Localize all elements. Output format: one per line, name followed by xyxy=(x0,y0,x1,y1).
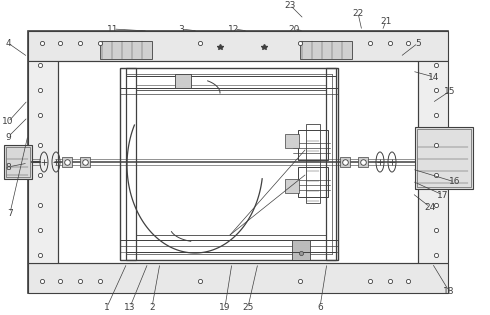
Bar xyxy=(62,157,72,167)
Text: 7: 7 xyxy=(7,209,13,217)
Bar xyxy=(100,41,152,59)
Bar xyxy=(6,147,30,177)
Bar xyxy=(4,145,32,179)
Text: 23: 23 xyxy=(284,1,295,9)
Text: 10: 10 xyxy=(2,117,14,127)
Bar xyxy=(175,74,191,88)
Text: 13: 13 xyxy=(124,302,136,312)
Text: 5: 5 xyxy=(415,38,421,48)
Text: 15: 15 xyxy=(444,87,456,95)
Bar xyxy=(126,252,336,260)
Text: 22: 22 xyxy=(352,9,364,18)
Text: 24: 24 xyxy=(424,203,436,211)
Bar xyxy=(298,130,328,160)
Text: 3: 3 xyxy=(178,25,184,33)
Text: 1: 1 xyxy=(104,302,110,312)
Bar xyxy=(326,68,336,260)
Text: 25: 25 xyxy=(243,302,254,312)
Bar xyxy=(80,157,90,167)
Bar xyxy=(120,68,338,260)
Bar xyxy=(28,61,58,263)
Bar xyxy=(300,41,352,59)
Text: 20: 20 xyxy=(288,25,300,33)
Text: 2: 2 xyxy=(149,302,155,312)
Text: 18: 18 xyxy=(443,287,455,295)
Text: 11: 11 xyxy=(107,25,119,33)
Text: 4: 4 xyxy=(5,38,11,48)
Text: 19: 19 xyxy=(219,302,231,312)
Text: 14: 14 xyxy=(428,72,440,82)
Text: 16: 16 xyxy=(449,177,461,186)
Bar xyxy=(298,167,328,197)
Bar xyxy=(306,124,320,203)
Bar xyxy=(28,263,448,293)
Bar xyxy=(417,129,471,187)
Bar xyxy=(358,157,368,167)
Bar xyxy=(340,157,350,167)
Bar xyxy=(292,240,310,260)
Bar xyxy=(28,31,448,293)
Bar xyxy=(28,31,448,61)
Bar xyxy=(285,179,299,193)
Text: 17: 17 xyxy=(437,191,449,199)
Text: 9: 9 xyxy=(5,133,11,141)
Bar xyxy=(415,127,473,189)
Text: 21: 21 xyxy=(380,16,392,26)
Bar xyxy=(418,61,448,263)
Text: 12: 12 xyxy=(228,25,240,33)
Text: 8: 8 xyxy=(5,163,11,171)
Bar xyxy=(285,134,299,148)
Bar xyxy=(126,68,336,76)
Text: 6: 6 xyxy=(317,302,323,312)
Bar xyxy=(126,68,136,260)
